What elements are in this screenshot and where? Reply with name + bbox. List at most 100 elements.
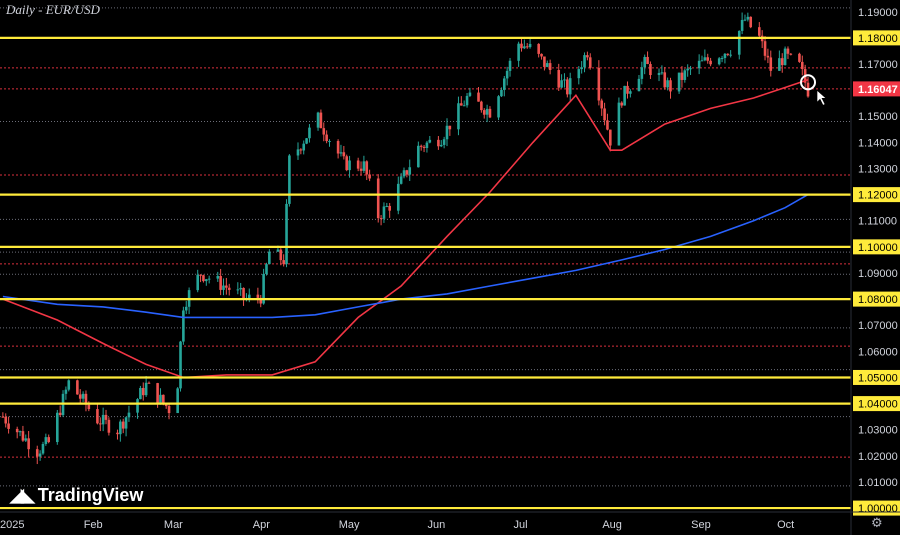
candle-body bbox=[583, 55, 586, 68]
time-tick-label: 2025 bbox=[0, 519, 24, 531]
candle-body bbox=[282, 260, 285, 265]
candle-body bbox=[749, 16, 753, 28]
candle-body bbox=[717, 58, 721, 65]
candle-body bbox=[104, 414, 108, 420]
candle-body bbox=[778, 58, 781, 71]
candle-body bbox=[242, 287, 245, 299]
candle-body bbox=[239, 287, 242, 290]
price-axis[interactable]: 1.19000 1.17000 1.15000 1.14000 1.13000 1.110… bbox=[851, 0, 900, 535]
candle-body bbox=[800, 61, 804, 70]
candle-body bbox=[127, 412, 131, 418]
candle-body bbox=[488, 108, 492, 118]
candle-body bbox=[199, 274, 202, 276]
price-tick-label: 1.11000 bbox=[858, 216, 897, 228]
key-level-label-bg bbox=[853, 369, 900, 385]
candle-body bbox=[603, 108, 606, 121]
chart-title: Daily - EUR/USD bbox=[6, 2, 100, 17]
key-level-label-bg bbox=[853, 187, 900, 203]
candle-body bbox=[216, 276, 220, 279]
candle-body bbox=[141, 387, 145, 396]
moving-averages bbox=[2, 78, 809, 379]
candle-body bbox=[588, 57, 592, 68]
candle-body bbox=[703, 57, 707, 61]
time-tick-label: Apr bbox=[253, 519, 270, 531]
candle-body bbox=[568, 78, 572, 95]
candle-body bbox=[247, 294, 251, 299]
candle-body bbox=[136, 399, 139, 413]
candle-body bbox=[485, 108, 489, 115]
candle-body bbox=[4, 416, 8, 424]
last-price-label-bg bbox=[853, 81, 900, 97]
candle-body bbox=[766, 55, 770, 58]
candle-body bbox=[124, 417, 128, 429]
candle-body bbox=[517, 43, 520, 61]
candle-body bbox=[448, 125, 452, 130]
candle-body bbox=[402, 170, 406, 177]
candle-body bbox=[256, 294, 260, 298]
candle-body bbox=[101, 414, 105, 425]
price-tick-label: 1.13000 bbox=[858, 163, 898, 175]
price-tick-label: 1.14000 bbox=[858, 137, 898, 149]
candle-body bbox=[557, 70, 561, 88]
candle-body bbox=[543, 56, 546, 67]
candle-body bbox=[520, 43, 523, 49]
time-tick-label: Aug bbox=[602, 519, 622, 531]
candle-body bbox=[617, 102, 621, 146]
price-tick-label: 1.09000 bbox=[858, 268, 898, 280]
candle-body bbox=[356, 160, 360, 169]
candle-body bbox=[422, 146, 426, 148]
candle-body bbox=[167, 406, 171, 414]
candle-body bbox=[600, 100, 604, 109]
gear-icon[interactable]: ⚙ bbox=[871, 515, 883, 530]
candle-body bbox=[319, 112, 323, 129]
candle-body bbox=[296, 149, 300, 156]
price-tick-label: 1.02000 bbox=[858, 451, 898, 463]
candle-body bbox=[265, 264, 268, 274]
candle-body bbox=[457, 103, 460, 130]
candle-body bbox=[144, 382, 148, 396]
price-tick-label: 1.06000 bbox=[858, 346, 898, 358]
candle-body bbox=[179, 341, 182, 389]
price-tick-label: 1.03000 bbox=[858, 425, 898, 437]
candle-body bbox=[279, 249, 283, 261]
candle-body bbox=[425, 142, 429, 148]
minor-levels bbox=[0, 7, 851, 487]
candle-body bbox=[96, 409, 99, 424]
candle-body bbox=[419, 145, 423, 147]
candle-body bbox=[139, 387, 142, 400]
candle-body bbox=[336, 141, 340, 154]
candle-body bbox=[442, 139, 446, 145]
candle-body bbox=[299, 149, 303, 151]
candle-body bbox=[15, 428, 19, 433]
candle-body bbox=[328, 141, 331, 143]
annotation-marker bbox=[800, 74, 827, 106]
time-tick-label: Jun bbox=[428, 519, 446, 531]
candle-body bbox=[663, 72, 667, 88]
candle-body bbox=[308, 127, 311, 139]
candles bbox=[1, 12, 810, 465]
candle-body bbox=[783, 48, 787, 66]
candle-body bbox=[376, 178, 380, 219]
candle-body bbox=[563, 79, 566, 81]
candle-body bbox=[580, 67, 583, 70]
candle-body bbox=[649, 64, 652, 76]
candle-body bbox=[227, 287, 231, 290]
candle-body bbox=[182, 310, 185, 342]
candle-body bbox=[222, 285, 225, 290]
candle-body bbox=[417, 145, 420, 168]
key-level-label-bg bbox=[853, 396, 900, 412]
candle-body bbox=[609, 129, 612, 146]
candle-body bbox=[1, 416, 5, 418]
candle-body bbox=[339, 152, 343, 154]
candle-body bbox=[646, 56, 649, 65]
candle-body bbox=[746, 16, 750, 20]
candle-body bbox=[723, 53, 727, 59]
key-level-label: 1.10000 bbox=[858, 242, 898, 254]
candle-body bbox=[81, 393, 85, 399]
candle-body bbox=[548, 63, 552, 71]
candle-body bbox=[236, 289, 240, 291]
candle-body bbox=[225, 285, 228, 288]
candle-body bbox=[7, 423, 10, 429]
